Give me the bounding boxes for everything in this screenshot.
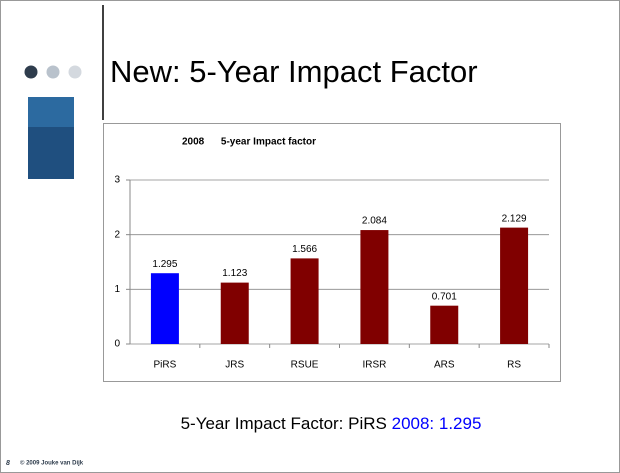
x-tick-label: IRSR — [362, 360, 386, 371]
value-label: 1.295 — [152, 259, 177, 270]
bar — [360, 230, 389, 344]
chart-title: 2008 5-year Impact factor — [182, 137, 316, 148]
bar — [290, 258, 319, 344]
bullet-dot — [24, 65, 38, 79]
bar — [150, 273, 179, 344]
x-tick-label: PiRS — [154, 360, 177, 371]
bar — [500, 227, 529, 344]
x-tick-label: JRS — [225, 360, 244, 371]
slide-title: New: 5-Year Impact Factor — [110, 54, 478, 89]
value-label: 2.129 — [502, 213, 527, 224]
journal-cover-band — [28, 97, 74, 127]
value-label: 0.701 — [432, 291, 457, 302]
copyright: © 2009 Jouke van Dijk — [20, 460, 84, 467]
value-label: 1.123 — [222, 268, 247, 279]
page-number: 8 — [6, 460, 10, 467]
x-tick-label: ARS — [434, 360, 455, 371]
bar — [220, 282, 249, 344]
bullet-dot — [68, 65, 82, 79]
y-tick-label: 2 — [114, 229, 120, 240]
x-tick-label: RS — [507, 360, 521, 371]
y-tick-label: 0 — [114, 339, 120, 350]
value-label: 2.084 — [362, 216, 387, 227]
y-tick-label: 3 — [114, 175, 120, 186]
caption: 5-Year Impact Factor: PiRS 2008: 1.295 — [181, 414, 482, 433]
caption-highlight: 2008: 1.295 — [392, 414, 482, 433]
caption-prefix: 5-Year Impact Factor: PiRS — [181, 414, 387, 433]
bar — [430, 305, 459, 344]
x-tick-label: RSUE — [291, 360, 319, 371]
value-label: 1.566 — [292, 244, 317, 255]
chart-frame — [103, 123, 561, 382]
bullet-dot — [46, 65, 60, 79]
y-tick-label: 1 — [114, 284, 120, 295]
